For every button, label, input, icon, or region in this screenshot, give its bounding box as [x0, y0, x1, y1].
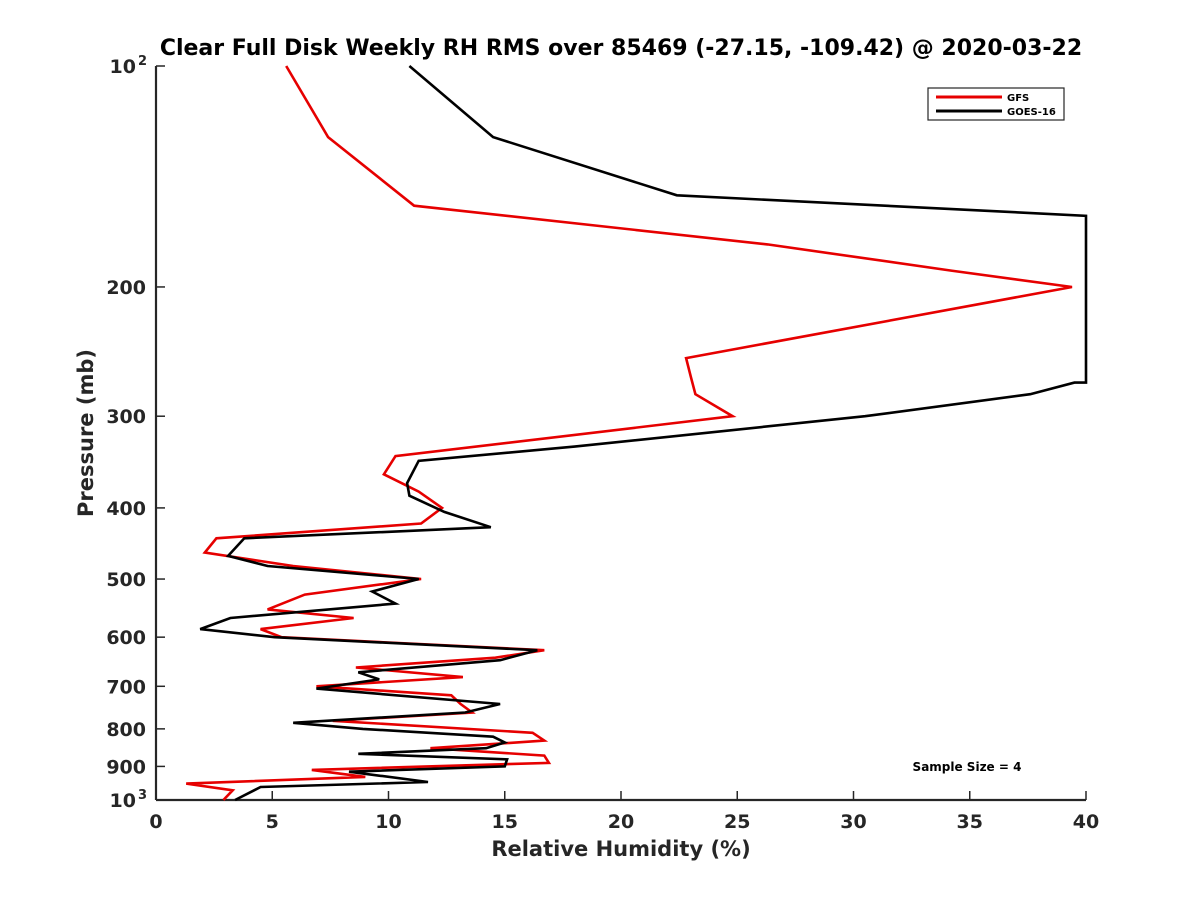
- sample-size-annotation: Sample Size = 4: [913, 760, 1022, 774]
- x-axis-ticks: 0 5 10 15 20 25 30 35 40: [149, 791, 1099, 833]
- y-tick-label: 800: [106, 719, 146, 741]
- y-tick-label: 300: [106, 406, 146, 428]
- x-tick-label: 0: [149, 811, 162, 833]
- series-line-goes16: [199, 65, 1088, 802]
- y-tick-exponent: 3: [138, 788, 147, 803]
- y-tick-label: 600: [106, 627, 146, 649]
- y-tick-label: 700: [106, 676, 146, 698]
- y-tick-label: 200: [106, 277, 146, 299]
- y-tick-label: 500: [106, 569, 146, 591]
- x-tick-label: 30: [840, 811, 866, 833]
- x-axis-label: Relative Humidity (%): [491, 837, 750, 861]
- y-tick-label: 900: [106, 756, 146, 778]
- legend-box: [927, 87, 1065, 121]
- x-tick-label: 40: [1073, 811, 1099, 833]
- y-tick-label: 10: [110, 56, 136, 78]
- x-tick-label: 10: [375, 811, 401, 833]
- x-tick-label: 5: [266, 811, 279, 833]
- y-tick-label: 10: [110, 790, 136, 812]
- x-tick-label: 25: [724, 811, 750, 833]
- legend-label-gfs: GFS: [1007, 93, 1029, 104]
- legend: GFS GOES-16: [927, 87, 1065, 121]
- x-tick-label: 35: [957, 811, 983, 833]
- y-tick-exponent: 2: [138, 54, 147, 69]
- series-line-gfs: [186, 65, 1073, 801]
- x-tick-label: 20: [608, 811, 634, 833]
- y-axis-label: Pressure (mb): [74, 349, 98, 517]
- series-layer: [186, 65, 1088, 802]
- y-tick-label: 400: [106, 498, 146, 520]
- legend-label-goes16: GOES-16: [1007, 107, 1056, 118]
- x-tick-label: 15: [492, 811, 518, 833]
- chart-title: Clear Full Disk Weekly RH RMS over 85469…: [160, 36, 1082, 61]
